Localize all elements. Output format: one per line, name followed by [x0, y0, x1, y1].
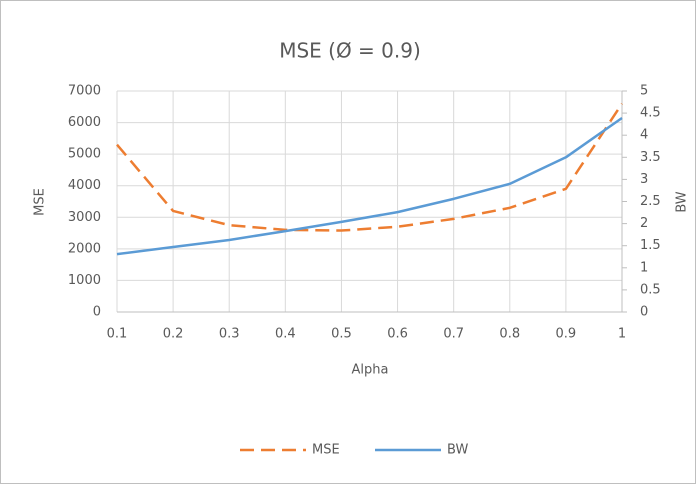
- y2-tick-label: 4: [640, 128, 648, 143]
- legend-label: MSE: [312, 443, 340, 458]
- y2-tick-label: 3: [640, 172, 648, 187]
- y2-tick-label: 5: [640, 84, 648, 99]
- chart-title: MSE (Ø = 0.9): [279, 39, 421, 63]
- y-tick-label: 0: [93, 305, 101, 320]
- y-tick-label: 7000: [68, 84, 101, 99]
- y2-tick-label: 2.5: [640, 194, 661, 209]
- x-tick-label: 0.6: [387, 327, 408, 342]
- y2-tick-label: 3.5: [640, 150, 661, 165]
- y-tick-label: 1000: [68, 273, 101, 288]
- y2-tick-label: 0: [640, 305, 648, 320]
- series-line: [116, 116, 623, 256]
- y-tick-label: 3000: [68, 210, 101, 225]
- y2-tick-label: 2: [640, 216, 648, 231]
- y-tick-label: 4000: [68, 178, 101, 193]
- x-tick-label: 0.5: [331, 327, 352, 342]
- x-axis-label: Alpha: [352, 363, 389, 378]
- x-tick-label: 0.1: [107, 327, 128, 342]
- x-tick-label: 0.3: [219, 327, 240, 342]
- x-tick-label: 1: [618, 327, 626, 342]
- x-tick-label: 0.8: [499, 327, 520, 342]
- y2-tick-label: 0.5: [640, 282, 661, 297]
- y2-tick-label: 1: [640, 260, 648, 275]
- x-tick-label: 0.2: [163, 327, 184, 342]
- series-line: [116, 102, 624, 232]
- y2-axis-label: BW: [675, 191, 690, 212]
- y-tick-label: 6000: [68, 115, 101, 130]
- y2-tick-label: 1.5: [640, 238, 661, 253]
- y-tick-label: 5000: [68, 147, 101, 162]
- x-tick-label: 0.4: [275, 327, 296, 342]
- y2-tick-label: 4.5: [640, 106, 661, 121]
- x-tick-label: 0.7: [443, 327, 464, 342]
- x-tick-label: 0.9: [556, 327, 577, 342]
- y-tick-label: 2000: [68, 241, 101, 256]
- y-axis-label: MSE: [33, 188, 48, 216]
- legend-label: BW: [447, 443, 468, 458]
